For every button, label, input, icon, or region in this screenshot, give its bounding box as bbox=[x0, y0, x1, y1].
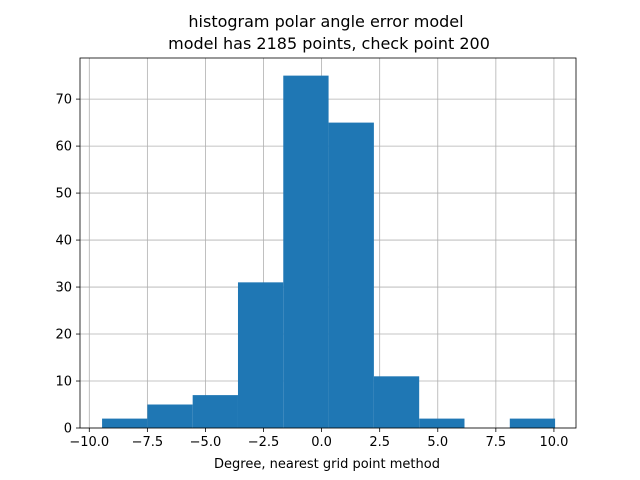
y-axis-ticks: 0 10 20 30 40 50 60 70 bbox=[55, 93, 80, 437]
histogram-bar-4 bbox=[283, 75, 329, 428]
y-tick-label-7: 70 bbox=[55, 93, 72, 108]
x-axis-label: Degree, nearest grid point method bbox=[214, 457, 440, 472]
x-tick-label-2: −5.0 bbox=[190, 435, 222, 450]
y-tick-label-1: 10 bbox=[55, 375, 72, 390]
y-tick-label-6: 60 bbox=[55, 140, 72, 155]
histogram-bar-3 bbox=[237, 282, 284, 428]
y-tick-label-0: 0 bbox=[64, 422, 72, 437]
histogram-bars bbox=[102, 75, 556, 428]
x-axis-ticks: −10.0 −7.5 −5.0 −2.5 0.0 2.5 5.0 7.5 10.0 bbox=[69, 428, 568, 450]
y-tick-label-4: 40 bbox=[55, 234, 72, 249]
histogram-bar-7 bbox=[419, 418, 465, 428]
histogram-bar-2 bbox=[192, 395, 238, 428]
y-tick-label-2: 20 bbox=[55, 328, 72, 343]
plot-frame bbox=[79, 57, 577, 429]
histogram-bar-0 bbox=[102, 418, 148, 428]
x-tick-label-0: −10.0 bbox=[69, 435, 109, 450]
histogram-bar-9 bbox=[509, 418, 556, 428]
chart-subtitle: model has 2185 points, check point 200 bbox=[168, 34, 490, 53]
x-tick-label-3: −2.5 bbox=[248, 435, 280, 450]
x-tick-label-5: 2.5 bbox=[369, 435, 390, 450]
x-tick-label-7: 7.5 bbox=[486, 435, 507, 450]
x-tick-label-1: −7.5 bbox=[132, 435, 164, 450]
x-tick-label-8: 10.0 bbox=[539, 435, 568, 450]
x-tick-label-6: 5.0 bbox=[427, 435, 448, 450]
histogram-bar-5 bbox=[328, 122, 374, 428]
y-tick-label-5: 50 bbox=[55, 187, 72, 202]
histogram-bar-1 bbox=[147, 404, 193, 428]
histogram-bar-6 bbox=[373, 376, 420, 428]
chart-title: histogram polar angle error model bbox=[188, 12, 463, 31]
plot-border bbox=[79, 57, 577, 429]
y-tick-label-3: 30 bbox=[55, 281, 72, 296]
x-tick-label-4: 0.0 bbox=[311, 435, 332, 450]
